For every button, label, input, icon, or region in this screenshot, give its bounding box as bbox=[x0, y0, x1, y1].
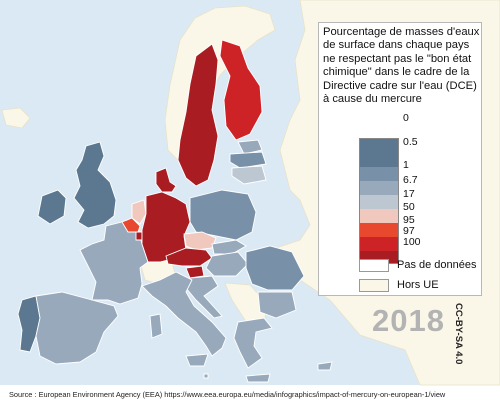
country-belgium bbox=[121, 217, 141, 233]
scale-step-5 bbox=[360, 195, 398, 209]
country-ireland bbox=[37, 189, 67, 225]
country-sweden bbox=[177, 43, 219, 187]
legend-title: Pourcentage de masses d'eaux de surface … bbox=[323, 26, 480, 106]
country-italy bbox=[141, 271, 227, 357]
country-latvia bbox=[229, 151, 267, 169]
scale-step-7 bbox=[360, 223, 398, 237]
island-sardinia bbox=[149, 313, 163, 339]
country-poland bbox=[189, 189, 257, 241]
scale-step-6 bbox=[360, 209, 398, 223]
country-netherlands bbox=[131, 199, 147, 225]
map-legend: Pourcentage de masses d'eaux de surface … bbox=[318, 22, 482, 296]
country-slovakia bbox=[211, 239, 247, 255]
scale-step-1 bbox=[360, 139, 398, 153]
scale-step-3 bbox=[360, 167, 398, 181]
island-sicily bbox=[185, 353, 209, 367]
country-czechia bbox=[183, 231, 217, 251]
country-slovenia bbox=[185, 265, 205, 279]
year-label: 2018 bbox=[372, 303, 445, 338]
country-malta bbox=[203, 373, 209, 379]
non-eu-label: Hors UE bbox=[397, 279, 439, 291]
license-label: CC-BY-SA 4.0 bbox=[453, 303, 464, 365]
country-denmark bbox=[155, 167, 177, 193]
country-croatia bbox=[185, 275, 223, 319]
legend-tick: 17 bbox=[403, 188, 415, 200]
country-luxembourg bbox=[135, 231, 143, 241]
country-hungary bbox=[205, 251, 249, 277]
legend-tick: 97 bbox=[403, 225, 415, 237]
country-finland bbox=[219, 39, 263, 141]
scale-step-2 bbox=[360, 153, 398, 167]
legend-tick: 95 bbox=[403, 214, 415, 226]
non-eu-swatch bbox=[359, 279, 389, 292]
legend-tick: 0.5 bbox=[403, 136, 418, 148]
island-crete bbox=[245, 373, 271, 383]
legend-tick: 50 bbox=[403, 201, 415, 213]
country-lithuania bbox=[231, 165, 267, 185]
country-estonia bbox=[237, 139, 263, 155]
scale-step-8 bbox=[360, 237, 398, 251]
legend-tick: 6.7 bbox=[403, 174, 418, 186]
country-united-kingdom bbox=[73, 141, 117, 229]
country-bulgaria bbox=[257, 291, 297, 319]
legend-tick: 1 bbox=[403, 159, 409, 171]
no-data-label: Pas de données bbox=[397, 259, 477, 271]
country-greece bbox=[233, 317, 273, 369]
country-cyprus bbox=[317, 361, 333, 371]
country-austria bbox=[165, 247, 213, 267]
no-data-swatch bbox=[359, 259, 389, 272]
scale-step-4 bbox=[360, 181, 398, 195]
legend-tick: 0 bbox=[403, 112, 409, 124]
country-romania bbox=[245, 245, 305, 291]
legend-tick: 100 bbox=[403, 236, 421, 248]
source-caption: Source : European Environment Agency (EE… bbox=[9, 390, 446, 399]
color-scale bbox=[359, 138, 399, 264]
